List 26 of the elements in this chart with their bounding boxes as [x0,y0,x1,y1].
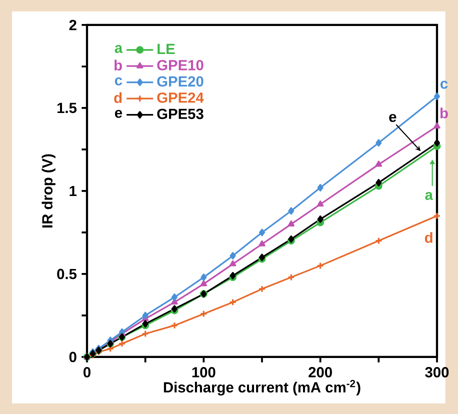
text: a [114,44,123,54]
text: c [440,80,448,89]
y-tick-label: 2 [69,20,76,30]
text: b [440,108,448,118]
legend-label: GPE53 [157,108,204,120]
legend-label: LE [158,44,175,54]
x-tick-label: 200 [308,367,332,378]
annotation: e [389,114,396,122]
legend-label: GPE20 [157,76,204,87]
legend-label: GPE24 [157,92,204,103]
y-tick-label: 1.5 [57,102,77,114]
y-tick-label: 1 [70,186,77,196]
text: d [114,92,122,104]
y-tick-label: 0 [69,352,76,362]
y-axis-title: IR drop (V) [42,154,56,228]
annotation: d [424,232,432,243]
text: e [114,110,122,118]
x-axis-title: Discharge current (mA cm$^{-2}$) [164,380,360,396]
x-tick-label: 0 [84,367,90,378]
annotation: b [114,60,122,71]
legend-label: GPE10 [157,60,204,70]
x-tick-label: 100 [192,367,216,378]
annotation: a [425,192,433,200]
y-tick-label: 0.5 [57,268,77,280]
annotation: c [114,77,122,86]
x-tick-label: 300 [425,367,449,378]
